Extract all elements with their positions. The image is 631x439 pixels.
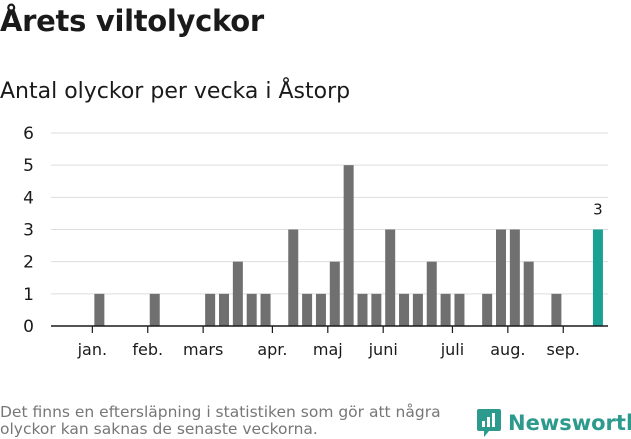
bar (357, 293, 368, 326)
chart-subtitle: Antal olyckor per vecka i Åstorp (0, 79, 351, 104)
bar (205, 293, 216, 326)
page-title: Årets viltolyckor (0, 4, 264, 38)
y-tick-label: 1 (23, 285, 34, 305)
data-label: 3 (593, 201, 603, 219)
bar (496, 229, 506, 326)
newsworthy-logo-icon (477, 409, 501, 437)
x-tick-label: maj (313, 340, 343, 359)
bar (385, 229, 396, 326)
bar (302, 293, 313, 326)
bar (523, 261, 534, 326)
bar (232, 261, 243, 326)
bar (440, 293, 451, 326)
x-tick-label: apr. (257, 340, 287, 359)
y-tick-label: 4 (23, 188, 34, 208)
x-tick-label: mars (183, 340, 223, 359)
bar (94, 293, 105, 326)
bar (315, 293, 326, 326)
y-tick-label: 0 (23, 317, 34, 337)
bar (399, 293, 410, 326)
x-tick-label: feb. (132, 340, 163, 359)
y-tick-label: 5 (23, 156, 34, 176)
y-tick-label: 6 (23, 124, 34, 144)
bar (288, 229, 299, 326)
bar (592, 229, 603, 326)
x-tick-label: aug. (490, 340, 525, 359)
bar (482, 293, 493, 326)
y-tick-label: 3 (23, 221, 34, 241)
bar (149, 293, 160, 326)
bar (329, 261, 340, 326)
bar (246, 293, 257, 326)
footnote: Det finns en eftersläpning i statistiken… (0, 403, 441, 438)
bar-chart: 0 1 2 3 4 5 6 3 jan. feb. mars apr. maj juni juli aug. s… (23, 124, 608, 359)
bar (412, 293, 423, 326)
x-tick-label: juni (368, 340, 398, 359)
y-tick-label: 2 (23, 253, 34, 273)
bar (219, 293, 229, 326)
bar (343, 165, 354, 326)
x-tick-label: jan. (77, 340, 107, 359)
bar (454, 293, 465, 326)
bar (551, 293, 562, 326)
brand-name: Newsworthy (508, 411, 631, 435)
x-tick-label: sep. (547, 340, 580, 359)
bar (260, 293, 271, 326)
bar (371, 293, 382, 326)
bar (509, 229, 520, 326)
brand-logo[interactable]: Newsworthy (476, 407, 631, 439)
x-tick-label: juli (440, 340, 464, 359)
bar (426, 261, 437, 326)
